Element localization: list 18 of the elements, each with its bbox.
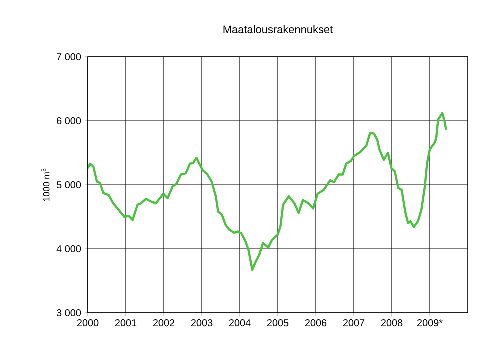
- x-tick-label: 2004: [229, 320, 251, 327]
- x-tick-label: 2005: [267, 320, 289, 327]
- chart-title: Maatalousrakennukset: [224, 25, 334, 34]
- y-tick-label: 4 000: [56, 245, 82, 253]
- y-tick-label: 3 000: [56, 309, 82, 317]
- x-tick-label: 2003: [191, 320, 213, 327]
- y-tick-label: 6 000: [57, 117, 82, 125]
- x-tick-label: 2008: [381, 320, 403, 327]
- x-tick-label: 2000: [77, 320, 99, 327]
- x-tick-label: 2009*: [417, 320, 443, 327]
- y-tick-label: 5 000: [56, 181, 82, 189]
- y-tick-label: 7 000: [57, 53, 82, 61]
- y-axis-title: 1000 m$^{3}$: [42, 168, 50, 202]
- x-tick-label: 2006: [305, 320, 327, 327]
- line-series: [88, 112, 448, 272]
- x-tick-label: 2001: [115, 320, 137, 327]
- x-tick-label: 2002: [153, 320, 175, 327]
- x-tick-label: 2007: [343, 320, 365, 327]
